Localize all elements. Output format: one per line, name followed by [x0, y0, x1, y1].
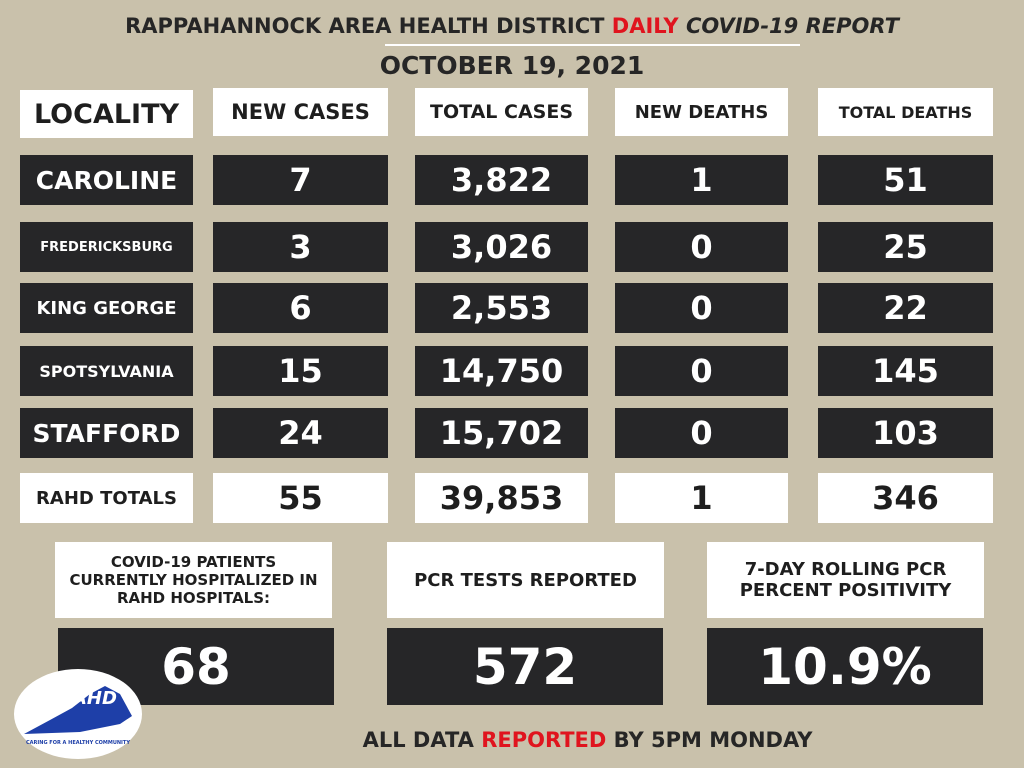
total-value: 55	[213, 473, 388, 523]
cell-value: 3,026	[415, 222, 588, 272]
column-header: TOTAL DEATHS	[818, 88, 993, 136]
locality: FREDERICKSBURG	[20, 222, 193, 272]
cell-value: 3	[213, 222, 388, 272]
cell-value: 14,750	[415, 346, 588, 396]
stat-label: PCR TESTS REPORTED	[387, 542, 664, 618]
footer: ALL DATA REPORTED BY 5PM MONDAY	[180, 724, 995, 756]
stat-label: 7-DAY ROLLING PCR PERCENT POSITIVITY	[707, 542, 984, 618]
date: OCTOBER 19, 2021	[379, 50, 645, 80]
locality: KING GEORGE	[20, 283, 193, 333]
logo: RAHD CARING FOR A HEALTHY COMMUNITY	[14, 669, 142, 759]
total-value: 39,853	[415, 473, 588, 523]
column-header: NEW CASES	[213, 88, 388, 136]
locality: CAROLINE	[20, 155, 193, 205]
cell-value: 0	[615, 222, 788, 272]
cell-value: 3,822	[415, 155, 588, 205]
locality: SPOTSYLVANIA	[20, 346, 193, 396]
title: RAPPAHANNOCK AREA HEALTH DISTRICT DAILY …	[0, 8, 1024, 44]
cell-value: 24	[213, 408, 388, 458]
title-text: COVID-19 REPORT	[685, 14, 899, 38]
cell-value: 15	[213, 346, 388, 396]
stat-value: 10.9%	[707, 628, 983, 705]
total-value: 1	[615, 473, 788, 523]
footer-text: BY 5PM MONDAY	[613, 728, 813, 752]
cell-value: 22	[818, 283, 993, 333]
cell-value: 7	[213, 155, 388, 205]
title-rule	[385, 44, 800, 46]
cell-value: 1	[615, 155, 788, 205]
title-text: RAPPAHANNOCK AREA HEALTH DISTRICT	[125, 14, 605, 38]
cell-value: 145	[818, 346, 993, 396]
logo-name: RAHD	[59, 688, 117, 709]
cell-value: 25	[818, 222, 993, 272]
cell-value: 15,702	[415, 408, 588, 458]
cell-value: 0	[615, 408, 788, 458]
cell-value: 103	[818, 408, 993, 458]
column-header: LOCALITY	[20, 90, 193, 138]
cell-value: 0	[615, 283, 788, 333]
stat-label: COVID-19 PATIENTS CURRENTLY HOSPITALIZED…	[55, 542, 332, 618]
totals-label: RAHD TOTALS	[20, 473, 193, 523]
cell-value: 6	[213, 283, 388, 333]
stat-value: 572	[387, 628, 663, 705]
locality: STAFFORD	[20, 408, 193, 458]
column-header: NEW DEATHS	[615, 88, 788, 136]
column-header: TOTAL CASES	[415, 88, 588, 136]
total-value: 346	[818, 473, 993, 523]
logo-map	[24, 686, 132, 734]
cell-value: 0	[615, 346, 788, 396]
logo-tagline: CARING FOR A HEALTHY COMMUNITY	[26, 740, 130, 746]
cell-value: 51	[818, 155, 993, 205]
title-highlight: DAILY	[611, 14, 679, 38]
footer-highlight: REPORTED	[481, 728, 607, 752]
footer-text: ALL DATA	[362, 728, 474, 752]
cell-value: 2,553	[415, 283, 588, 333]
